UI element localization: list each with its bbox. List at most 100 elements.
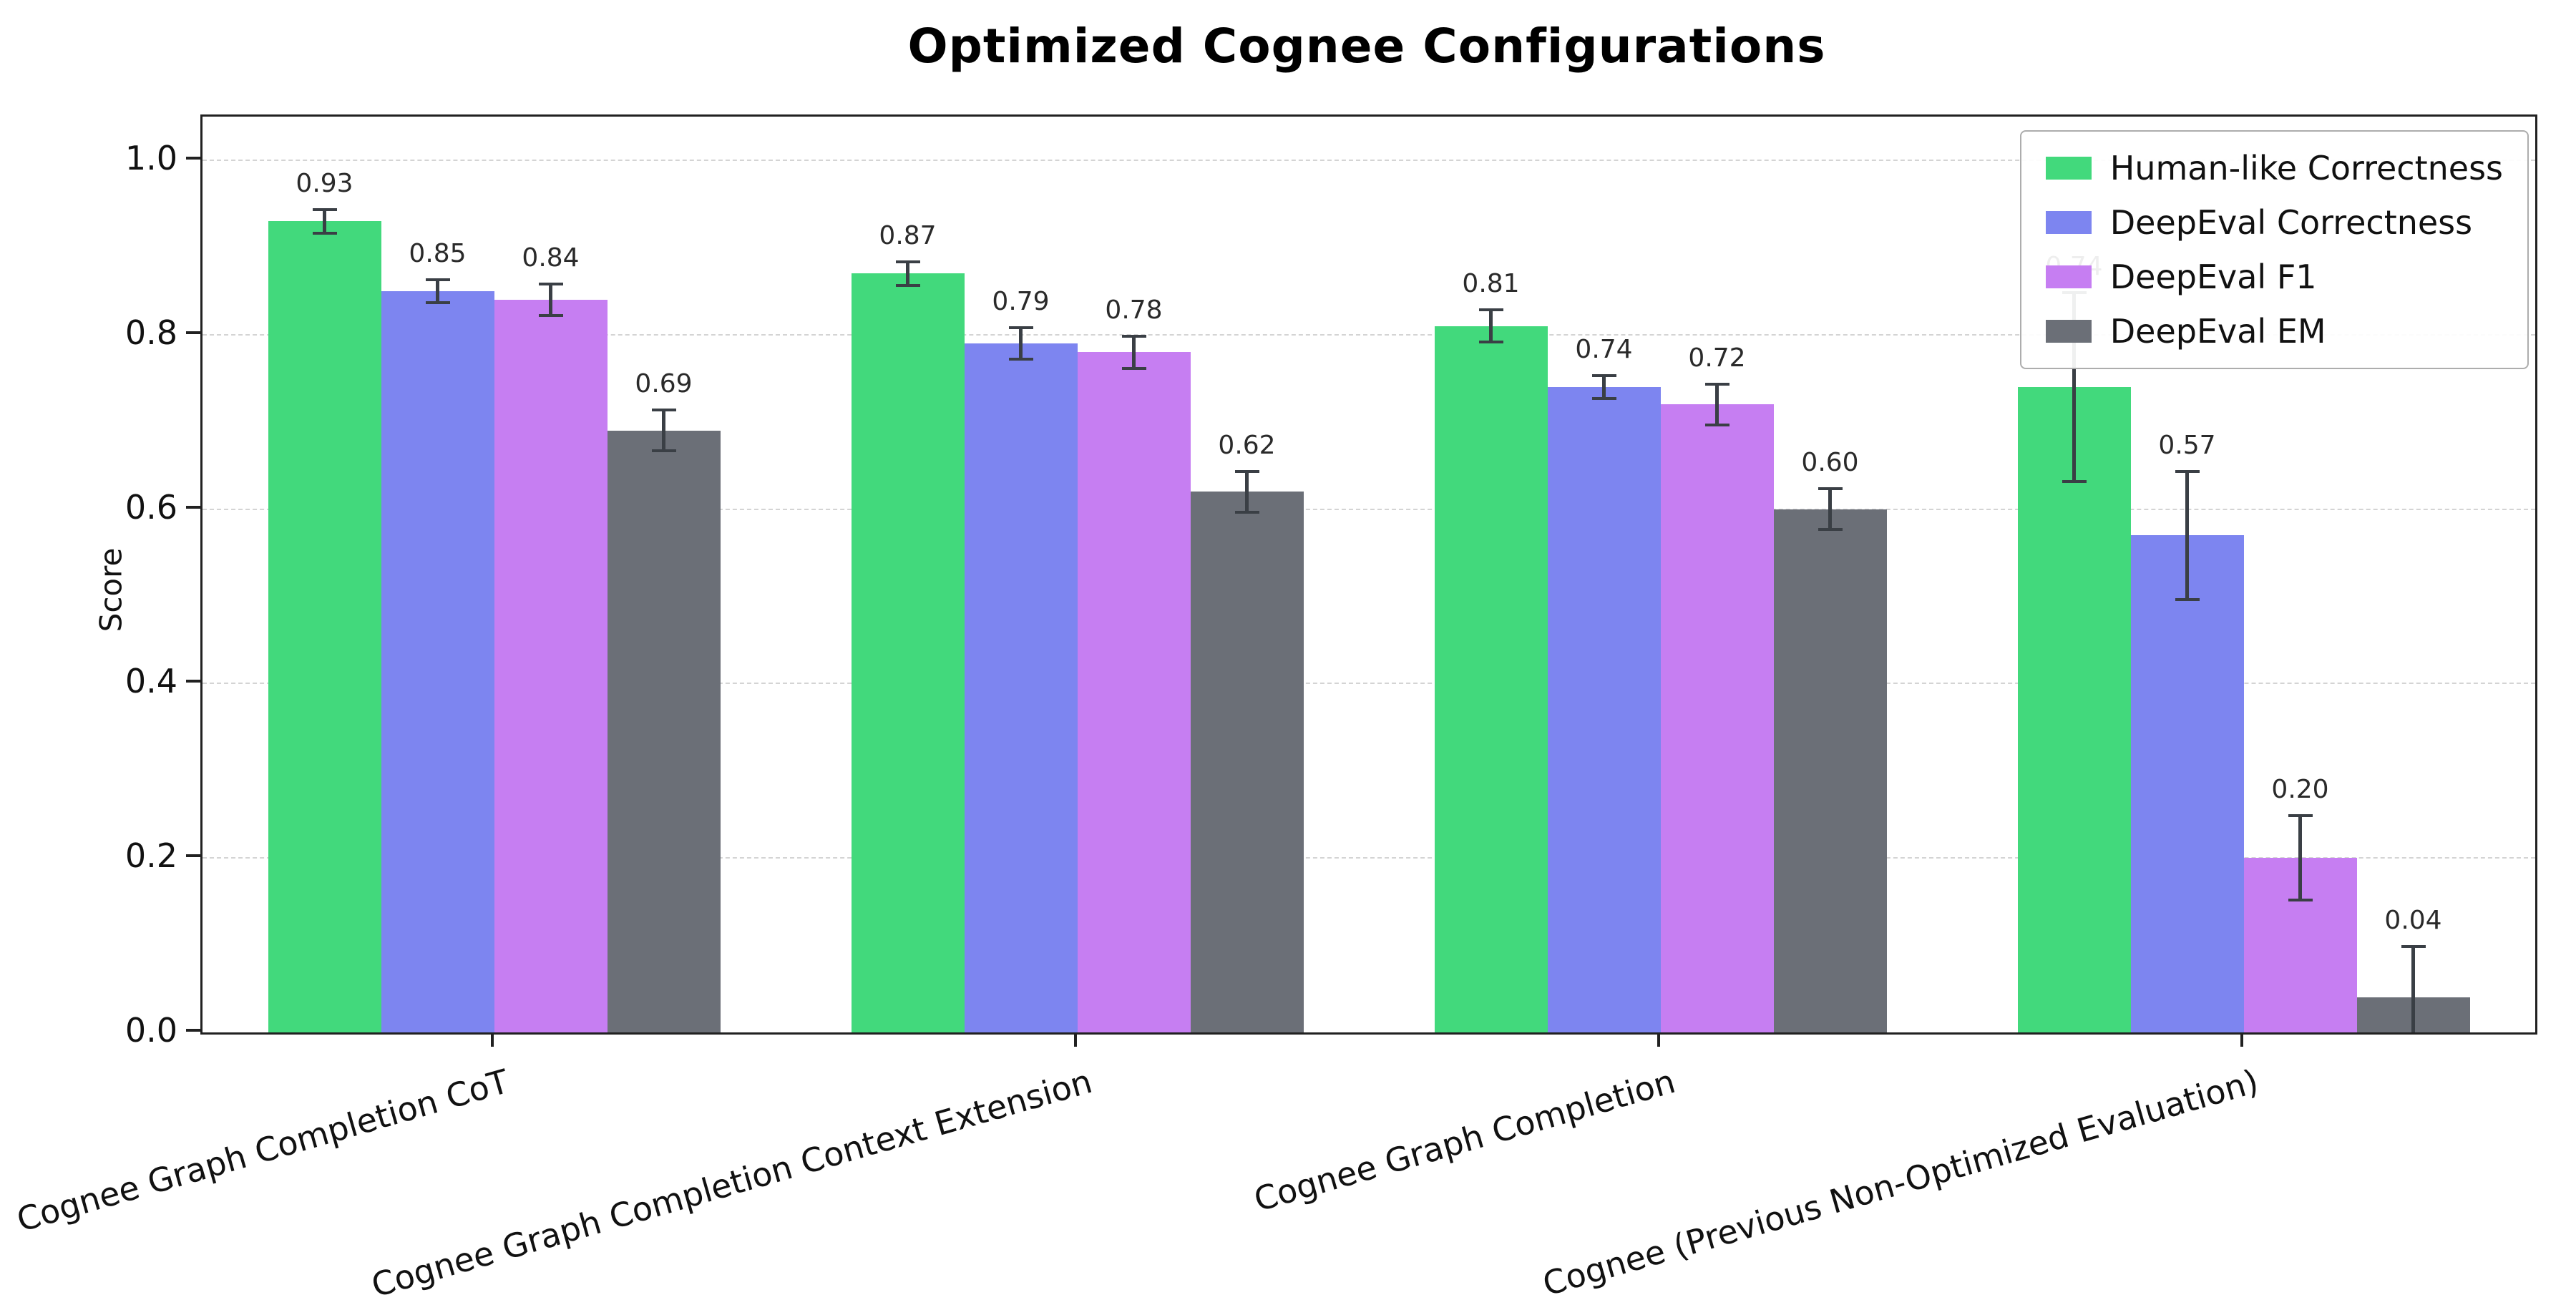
error-cap-bottom: [1008, 358, 1033, 361]
error-bar: [323, 208, 326, 235]
x-tick-mark: [490, 1032, 494, 1047]
bar-human-like-correctness: [268, 221, 381, 1032]
y-tick-mark: [186, 156, 200, 160]
error-cap-bottom: [1818, 528, 1843, 532]
legend-item-human-like-correctness: Human-like Correctness: [2045, 149, 2503, 187]
y-tick-label: 0.8: [125, 313, 177, 352]
error-bar: [1715, 382, 1719, 426]
bar-value-label: 0.72: [1688, 343, 1746, 373]
error-bar: [1489, 308, 1493, 343]
y-tick-label: 0.4: [125, 662, 177, 701]
bar-deepeval-f1: [1660, 404, 1774, 1032]
bar-deepeval-correctness: [964, 343, 1078, 1032]
legend-label: DeepEval EM: [2109, 312, 2326, 351]
bar-value-label: 0.60: [1801, 448, 1859, 478]
error-cap-bottom: [1234, 510, 1259, 514]
legend-swatch: [2045, 157, 2092, 180]
bar-group-cognee-graph-completion-cot: 0.93 0.85 0.84 0.69: [268, 117, 721, 1032]
error-cap-top: [1008, 326, 1033, 329]
error-cap-top: [2401, 945, 2426, 949]
bar-group-cognee-graph-completion-context-extension: 0.87 0.79 0.78 0.62: [851, 117, 1304, 1032]
error-cap-bottom: [312, 231, 337, 235]
y-axis-label: Score: [93, 547, 129, 632]
y-tick-mark: [186, 680, 200, 683]
error-cap-top: [2175, 469, 2200, 473]
error-cap-bottom: [538, 314, 563, 318]
error-cap-top: [1234, 469, 1259, 473]
error-cap-bottom: [425, 301, 450, 305]
bar-value-label: 0.78: [1105, 295, 1163, 325]
error-cap-top: [1478, 308, 1503, 312]
bar-value-label: 0.04: [2384, 906, 2442, 936]
error-cap-bottom: [2175, 597, 2200, 601]
legend-label: Human-like Correctness: [2109, 149, 2503, 187]
error-bar: [906, 260, 909, 287]
error-bar: [1132, 334, 1136, 370]
x-tick-mark: [1657, 1032, 1660, 1047]
gridline-y-0.6: [203, 508, 2535, 510]
chart-title: Optimized Cognee Configurations: [907, 19, 1826, 74]
error-cap-top: [1591, 373, 1616, 377]
legend-label: DeepEval F1: [2109, 258, 2317, 296]
error-bar: [1019, 326, 1023, 361]
bar-human-like-correctness: [2017, 386, 2131, 1032]
error-cap-top: [1704, 382, 1729, 386]
error-cap-bottom: [651, 449, 676, 453]
error-cap-top: [651, 409, 676, 412]
error-cap-bottom: [1704, 423, 1729, 426]
gridline-y-0.4: [203, 683, 2535, 685]
bar-deepeval-em: [1773, 509, 1887, 1032]
bar-human-like-correctness: [851, 273, 965, 1032]
bar-value-label: 0.79: [992, 286, 1050, 316]
bar-deepeval-f1: [494, 300, 608, 1032]
error-cap-bottom: [1121, 366, 1146, 370]
error-cap-top: [425, 278, 450, 281]
y-tick-label: 0.6: [125, 487, 177, 527]
y-tick-label: 0.0: [125, 1011, 177, 1050]
gridline-y-1.0: [203, 159, 2535, 161]
bar-value-label: 0.81: [1462, 269, 1520, 299]
error-cap-bottom: [1591, 397, 1616, 401]
x-tick-mark: [1073, 1032, 1077, 1047]
gridline-y-0.8: [203, 333, 2535, 336]
error-bar: [662, 409, 665, 453]
error-cap-top: [1818, 487, 1843, 491]
legend-item-deepeval-em: DeepEval EM: [2045, 312, 2503, 351]
error-bar: [1828, 487, 1832, 532]
legend: Human-like Correctness DeepEval Correctne…: [2019, 130, 2529, 369]
error-cap-top: [312, 208, 337, 211]
error-cap-bottom: [2288, 899, 2313, 902]
legend-label: DeepEval Correctness: [2109, 203, 2473, 242]
error-cap-bottom: [895, 283, 920, 287]
y-tick-mark: [186, 505, 200, 509]
error-bar: [1602, 373, 1606, 401]
bar-human-like-correctness: [1434, 326, 1548, 1032]
bar-deepeval-em: [1190, 492, 1304, 1032]
bar-value-label: 0.93: [296, 169, 353, 198]
bar-value-label: 0.74: [1575, 334, 1633, 364]
error-cap-top: [1121, 334, 1146, 338]
bar-deepeval-correctness: [2130, 535, 2244, 1032]
bar-deepeval-f1: [1077, 352, 1191, 1032]
legend-swatch: [2045, 211, 2092, 234]
error-bar: [436, 278, 439, 305]
bar-deepeval-correctness: [381, 290, 494, 1032]
bar-group-cognee-previous-non-optimized-evaluation: 0.740.570.200.04: [2017, 117, 2470, 1032]
legend-item-deepeval-f1: DeepEval F1: [2045, 258, 2503, 296]
bar-value-label: 0.87: [879, 221, 937, 251]
bar-value-label: 0.62: [1218, 430, 1276, 460]
legend-swatch: [2045, 265, 2092, 288]
bar-value-label: 0.69: [635, 369, 693, 399]
error-bar: [549, 282, 552, 318]
x-tick-label: Cognee Graph Completion CoT: [12, 1062, 513, 1240]
bar-value-label: 0.84: [522, 243, 580, 273]
error-bar: [2298, 814, 2302, 902]
x-tick-mark: [2240, 1032, 2243, 1047]
error-cap-top: [895, 260, 920, 264]
error-cap-bottom: [1478, 340, 1503, 343]
y-tick-mark: [186, 854, 200, 858]
bar-value-label: 0.85: [409, 238, 467, 268]
bar-deepeval-correctness: [1547, 386, 1661, 1032]
error-bar: [2072, 290, 2076, 483]
